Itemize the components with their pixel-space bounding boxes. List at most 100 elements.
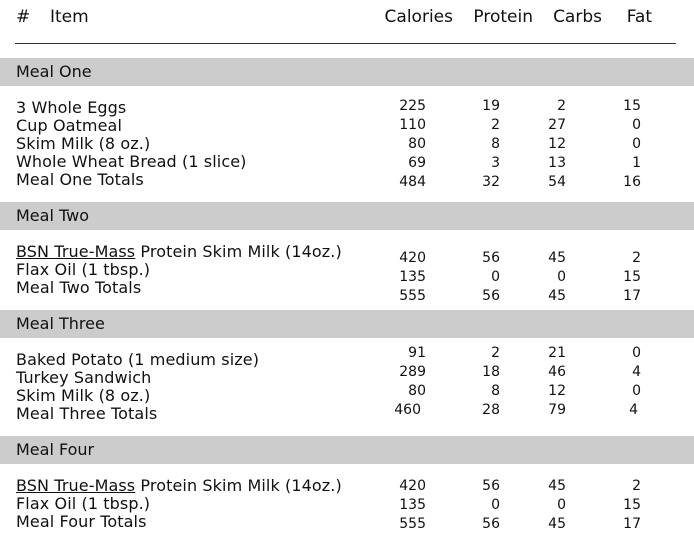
fat-value: 17 xyxy=(623,288,641,304)
table-row: 289 18 46 4 xyxy=(0,363,694,382)
meal-item-name: Skim Milk (8 oz.) xyxy=(16,386,151,405)
table-row: 225 19 2 15 xyxy=(0,97,694,116)
table-row: 484 32 54 16 xyxy=(0,173,694,192)
carbs-value: 0 xyxy=(557,269,566,285)
fat-value: 16 xyxy=(623,174,641,190)
product-link[interactable]: BSN True-Mass xyxy=(16,476,136,495)
protein-value: 8 xyxy=(491,136,500,152)
calories-value: 80 xyxy=(408,383,426,399)
protein-value: 2 xyxy=(491,117,500,133)
meal-item-name: Skim Milk (8 oz.) xyxy=(16,134,151,153)
header-protein: Protein xyxy=(473,7,533,27)
fat-value: 15 xyxy=(623,98,641,114)
carbs-value: 45 xyxy=(548,478,566,494)
calories-value: 420 xyxy=(399,478,426,494)
header-carbs: Carbs xyxy=(553,7,602,27)
table-row: 110 2 27 0 xyxy=(0,116,694,135)
meal-totals-label: Meal Two Totals xyxy=(16,278,142,297)
meal-item-name: BSN True-Mass Protein Skim Milk (14oz.) xyxy=(16,477,376,495)
calories-value: 225 xyxy=(399,98,426,114)
meal-section-header: Meal Three xyxy=(0,310,694,338)
protein-value: 0 xyxy=(491,269,500,285)
meal-totals-label: Meal Four Totals xyxy=(16,512,147,531)
carbs-value: 27 xyxy=(548,117,566,133)
carbs-value: 45 xyxy=(548,288,566,304)
meal-item-name: Turkey Sandwich xyxy=(16,368,152,387)
meal-item-names: BSN True-Mass Protein Skim Milk (14oz.) … xyxy=(16,477,376,531)
fat-value: 15 xyxy=(623,269,641,285)
table-row: 80 8 12 0 xyxy=(0,135,694,154)
carbs-value: 12 xyxy=(548,383,566,399)
fat-value: 0 xyxy=(632,383,641,399)
header-item: Item xyxy=(50,7,89,27)
header-divider xyxy=(15,43,676,44)
header-calories: Calories xyxy=(384,7,453,27)
calories-value: 110 xyxy=(399,117,426,133)
meal-item-name: Flax Oil (1 tbsp.) xyxy=(16,260,151,279)
meal-item-values: 91 2 21 0 289 18 46 4 80 8 12 0 460 28 7… xyxy=(0,344,694,420)
calories-value: 460 xyxy=(394,402,421,418)
protein-value: 56 xyxy=(482,478,500,494)
meal-item-name: Whole Wheat Bread (1 slice) xyxy=(16,152,247,171)
table-header: # Item Calories Protein Carbs Fat xyxy=(0,0,694,44)
table-row: 91 2 21 0 xyxy=(0,344,694,363)
protein-value: 8 xyxy=(491,383,500,399)
meal-title: Meal Two xyxy=(16,206,89,225)
carbs-value: 45 xyxy=(548,516,566,532)
meal-title: Meal Three xyxy=(16,314,105,333)
meal-item-values: 420 56 45 2 135 0 0 15 555 56 45 17 xyxy=(0,477,694,534)
fat-value: 17 xyxy=(623,516,641,532)
carbs-value: 12 xyxy=(548,136,566,152)
meal-item-name: Flax Oil (1 tbsp.) xyxy=(16,494,151,513)
fat-value: 2 xyxy=(632,250,641,266)
calories-value: 555 xyxy=(399,288,426,304)
table-row: 69 3 13 1 xyxy=(0,154,694,173)
carbs-value: 54 xyxy=(548,174,566,190)
table-row: 420 56 45 2 xyxy=(0,477,694,496)
meal-item-name: Cup Oatmeal xyxy=(16,116,123,135)
table-row: 460 28 79 4 xyxy=(0,401,694,420)
protein-value: 32 xyxy=(482,174,500,190)
fat-value: 4 xyxy=(632,364,641,380)
meal-item-name: Baked Potato (1 medium size) xyxy=(16,350,260,369)
table-row: 555 56 45 17 xyxy=(0,515,694,534)
protein-value: 56 xyxy=(482,288,500,304)
meal-item-name-text: Protein Skim Milk (14oz.) xyxy=(135,476,342,495)
protein-value: 56 xyxy=(482,250,500,266)
carbs-value: 45 xyxy=(548,250,566,266)
fat-value: 1 xyxy=(632,155,641,171)
calories-value: 289 xyxy=(399,364,426,380)
protein-value: 18 xyxy=(482,364,500,380)
carbs-value: 79 xyxy=(548,402,566,418)
calories-value: 420 xyxy=(399,250,426,266)
header-fat: Fat xyxy=(626,7,652,27)
meal-item-names: 3 Whole Eggs Cup Oatmeal Skim Milk (8 oz… xyxy=(16,99,376,189)
calories-value: 135 xyxy=(399,269,426,285)
meal-item-name: 3 Whole Eggs xyxy=(16,98,127,117)
calories-value: 69 xyxy=(408,155,426,171)
fat-value: 0 xyxy=(632,136,641,152)
protein-value: 28 xyxy=(482,402,500,418)
protein-value: 19 xyxy=(482,98,500,114)
table-row: 420 56 45 2 xyxy=(0,249,694,268)
meal-section-header: Meal Four xyxy=(0,436,694,464)
meal-item-names: BSN True-Mass Protein Skim Milk (14oz.) … xyxy=(16,243,376,297)
product-link[interactable]: BSN True-Mass xyxy=(16,242,136,261)
calories-value: 80 xyxy=(408,136,426,152)
meal-item-names: Baked Potato (1 medium size) Turkey Sand… xyxy=(16,351,376,423)
calories-value: 484 xyxy=(399,174,426,190)
fat-value: 4 xyxy=(629,402,638,418)
header-number: # xyxy=(16,7,31,27)
protein-value: 56 xyxy=(482,516,500,532)
table-row: 135 0 0 15 xyxy=(0,496,694,515)
carbs-value: 21 xyxy=(548,345,566,361)
meal-totals-label: Meal Three Totals xyxy=(16,404,158,423)
meal-title: Meal Four xyxy=(16,440,95,459)
calories-value: 91 xyxy=(408,345,426,361)
carbs-value: 13 xyxy=(548,155,566,171)
carbs-value: 46 xyxy=(548,364,566,380)
calories-value: 135 xyxy=(399,497,426,513)
meal-item-values: 420 56 45 2 135 0 0 15 555 56 45 17 xyxy=(0,249,694,306)
carbs-value: 0 xyxy=(557,497,566,513)
fat-value: 15 xyxy=(623,497,641,513)
